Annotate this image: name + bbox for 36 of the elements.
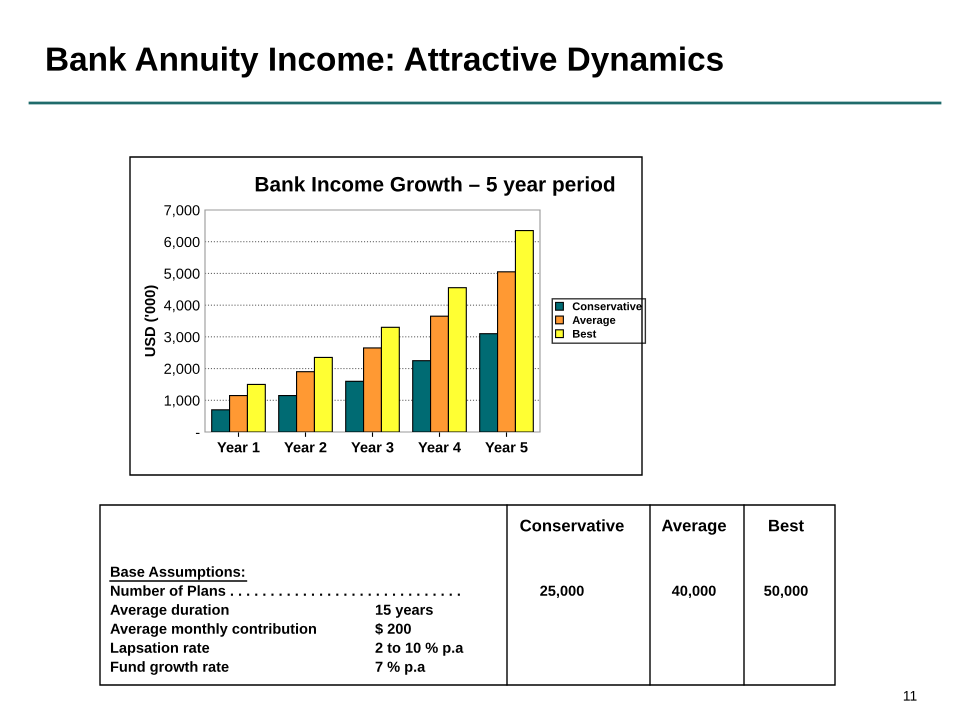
text: Average duration <box>110 604 228 618</box>
text: Best <box>769 520 804 532</box>
text: 11 <box>904 691 917 701</box>
text: 50,000 <box>764 586 808 598</box>
legend-label: Conservative <box>572 302 642 310</box>
y-axis-title: USD ('000) <box>144 286 158 356</box>
y-tick-label: 5,000 <box>164 268 200 281</box>
text: Average monthly contribution <box>110 623 316 637</box>
text: Number of Plans . . . . . . . . . . . . . . . . . . . . . . . . . . . . . <box>110 585 460 596</box>
legend-label: Best <box>573 330 596 338</box>
chart-subtitle: Bank Income Growth – 5 year period <box>256 176 614 196</box>
y-tick-label: 2,000 <box>164 364 200 376</box>
x-tick-label: Year 5 <box>485 442 528 452</box>
chart-title: Bank Annuity Income: Attractive Dynamics <box>47 46 723 78</box>
text: Fund growth rate <box>110 661 229 675</box>
text: Lapsation rate <box>110 642 210 656</box>
x-tick-label: Year 4 <box>418 442 461 452</box>
text: 40,000 <box>672 586 716 598</box>
y-tick-label: 7,000 <box>164 205 200 218</box>
text: $ 200 <box>375 622 411 635</box>
y-tick-label: 4,000 <box>164 300 200 312</box>
x-tick-label: Year 2 <box>284 442 326 452</box>
y-tick-label: - <box>196 432 200 434</box>
y-tick-label: 6,000 <box>164 236 200 249</box>
text: Base Assumptions: <box>110 566 244 580</box>
text: Conservative <box>520 519 624 532</box>
text: Average <box>662 520 726 535</box>
text: 25,000 <box>540 586 584 598</box>
x-tick-label: Year 1 <box>217 442 260 452</box>
legend-label: Average <box>572 316 616 326</box>
y-tick-label: 1,000 <box>164 395 200 408</box>
y-tick-label: 3,000 <box>164 332 200 344</box>
text: 7 % p.a <box>376 662 426 675</box>
text: 2 to 10 % p.a <box>376 642 464 656</box>
x-tick-label: Year 3 <box>351 442 394 452</box>
text: 15 years <box>376 604 433 618</box>
